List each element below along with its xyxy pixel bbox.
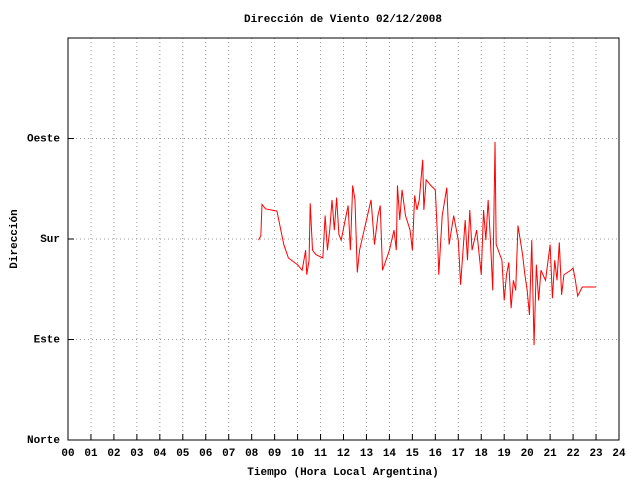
x-tick-label: 08 <box>245 448 259 460</box>
x-tick-label: 24 <box>612 448 626 460</box>
y-axis-label: Dirección <box>9 209 21 268</box>
x-tick-label: 00 <box>61 448 74 460</box>
x-tick-label: 16 <box>429 448 442 460</box>
x-tick-label: 03 <box>130 448 144 460</box>
x-tick-label: 17 <box>452 448 465 460</box>
x-tick-label: 21 <box>544 448 558 460</box>
x-tick-label: 02 <box>107 448 120 460</box>
x-tick-label: 13 <box>360 448 374 460</box>
x-tick-label: 09 <box>268 448 281 460</box>
x-tick-label: 06 <box>199 448 212 460</box>
y-tick-label: Este <box>34 334 61 346</box>
x-tick-label: 07 <box>222 448 235 460</box>
x-tick-label: 14 <box>383 448 397 460</box>
x-tick-label: 15 <box>406 448 420 460</box>
x-tick-label: 04 <box>153 448 167 460</box>
x-tick-label: 20 <box>521 448 534 460</box>
y-tick-label: Norte <box>27 435 60 447</box>
plot-border <box>67 37 620 441</box>
x-tick-label: 18 <box>475 448 489 460</box>
y-tick-label: Oeste <box>27 133 60 145</box>
x-tick-label: 22 <box>566 448 579 460</box>
x-axis-label: Tiempo (Hora Local Argentina) <box>247 467 438 479</box>
chart-title: Dirección de Viento 02/12/2008 <box>244 14 442 26</box>
y-tick-label: Sur <box>40 234 60 246</box>
x-tick-label: 12 <box>337 448 350 460</box>
x-tick-label: 23 <box>589 448 603 460</box>
x-tick-label: 01 <box>84 448 98 460</box>
data-line <box>258 141 597 346</box>
x-tick-label: 10 <box>291 448 304 460</box>
x-tick-label: 11 <box>314 448 328 460</box>
x-tick-label: 05 <box>176 448 190 460</box>
x-tick-label: 19 <box>498 448 511 460</box>
